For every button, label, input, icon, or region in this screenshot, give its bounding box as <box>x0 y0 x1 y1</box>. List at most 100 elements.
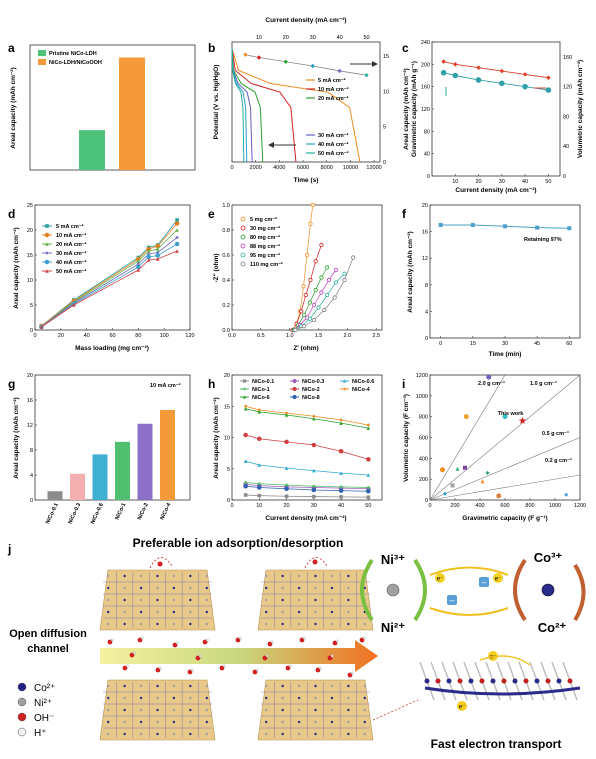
e-legend-marker-2 <box>240 234 246 240</box>
j-slab-top-left-atom <box>189 586 192 590</box>
h-legend-marker-7 <box>292 394 297 400</box>
j-left-label-2: channel <box>27 643 69 655</box>
f-ytick-label-2: 8 <box>425 283 428 289</box>
i-density-line-1 <box>429 374 581 501</box>
j-ion-h-10 <box>270 640 274 644</box>
d-series-point-4-5 <box>174 241 180 247</box>
h-series-point-4-3 <box>311 442 317 448</box>
b-x2tick-label-4: 50 <box>363 35 369 41</box>
j-ion-h-13 <box>318 666 322 670</box>
i-ytick-label-0: 0 <box>425 498 428 504</box>
h-series-point-5-2 <box>284 411 289 415</box>
e-series-point-2-3 <box>307 300 312 305</box>
h-legend-marker-2 <box>342 379 347 383</box>
j-slab-bottom-right-atom <box>330 708 334 712</box>
j-crystal-electron-path <box>479 655 531 666</box>
e-legend-marker-4 <box>240 252 246 258</box>
b-xtick-label-4: 8000 <box>321 165 333 171</box>
d-ytick-label-0: 0 <box>30 328 33 334</box>
panel-label-d: d <box>8 207 15 221</box>
j-slab-bottom-left-atom <box>172 696 176 700</box>
h-series-line-2 <box>245 460 369 476</box>
g-bar-0 <box>47 491 63 500</box>
d-xtick-label-4: 80 <box>135 333 141 339</box>
j-ion-h-8 <box>238 636 242 640</box>
h-series-point-0-5 <box>366 495 371 499</box>
j-slab-bottom-left-atom <box>189 684 192 688</box>
i-xtick-label-3: 600 <box>500 503 509 509</box>
j-crystal-atom-11 <box>545 678 551 684</box>
h-ytick-label-2: 10 <box>224 436 230 442</box>
f-xtick-label-1: 15 <box>470 341 476 347</box>
e-series-point-1-6 <box>319 242 324 248</box>
e-xtick-label-1: 0.5 <box>257 333 265 339</box>
legend-entry-4: 40 mA cm⁻² <box>318 141 349 148</box>
d-series-line-5 <box>41 250 178 328</box>
h-series-point-7-5 <box>366 488 371 494</box>
c-y2tick-label-3: 120 <box>563 85 572 91</box>
j-slab-bottom-right-atom <box>347 696 350 700</box>
c-series-point-1-3 <box>499 80 505 87</box>
b-xtick-label-6: 12000 <box>366 165 381 171</box>
h-xtick-label-4: 40 <box>338 503 344 509</box>
e-series-point-5-1 <box>302 324 307 329</box>
top-series-point-5 <box>364 72 369 78</box>
j-minus-label-1: – <box>481 577 486 587</box>
j-slab-top-right-atom <box>297 610 301 614</box>
i-ytick-label-3: 600 <box>419 436 428 442</box>
j-slab-bottom-left-atom <box>172 732 176 736</box>
x-axis-label-e: Z' (ohm) <box>293 345 318 352</box>
e-series-point-1-4 <box>308 277 313 283</box>
d-series-point-5-3 <box>146 258 151 262</box>
h-series-point-6-2 <box>284 413 289 417</box>
j-crystal-atom-4 <box>468 678 474 684</box>
j-legend-label-2: OH⁻ <box>34 713 54 724</box>
j-slab-top-left-atom <box>107 622 110 626</box>
g-category-label-3: NiCo-1 <box>114 502 127 521</box>
h-series-point-3-2 <box>284 483 289 487</box>
h-legend-entry-3: NiCo-1 <box>252 387 270 393</box>
h-xtick-label-5: 50 <box>365 503 371 509</box>
d-legend-marker-1 <box>44 232 50 238</box>
j-slab-bottom-left-atom <box>123 696 126 700</box>
f-xtick-label-4: 60 <box>566 341 572 347</box>
j-slab-top-left-atom <box>139 622 143 626</box>
y-axis-label-i: Volumetric capacity (F cm⁻³) <box>403 394 410 482</box>
j-slab-bottom-right-atom <box>297 684 301 688</box>
j-ion-h-19 <box>265 654 269 658</box>
y-axis-label-b: Potential (V vs. Hg/HgO) <box>213 65 220 140</box>
j-co2-label: Co²⁺ <box>538 620 567 635</box>
top-series-point-0 <box>243 52 248 57</box>
j-ion-h-14 <box>335 639 339 643</box>
legend-entry-1: NiCo-LDH/NiCoOOH <box>49 60 102 66</box>
d-series-point-5-0 <box>39 325 44 329</box>
d-series-line-0 <box>41 219 178 327</box>
j-left-label-1: Open diffusion <box>9 628 87 640</box>
j-slab-bottom-right-atom <box>330 696 334 700</box>
j-slab-bottom-right-atom <box>281 696 284 700</box>
h-series-point-4-5 <box>366 457 371 462</box>
j-ion-h-0 <box>110 638 114 642</box>
j-ion-h-5 <box>190 668 194 672</box>
c-y2tick-label-2: 80 <box>563 114 569 120</box>
h-legend-marker-4 <box>292 386 297 392</box>
h-series-point-5-5 <box>366 423 371 427</box>
h-series-point-3-3 <box>312 484 316 489</box>
h-series-point-2-2 <box>284 466 289 470</box>
d-legend-marker-5 <box>45 269 49 273</box>
f-xtick-label-0: 0 <box>439 341 442 347</box>
g-ytick-label-3: 12 <box>27 423 33 429</box>
h-series-point-3-5 <box>366 485 371 490</box>
j-slab-top-right-atom <box>330 598 334 602</box>
j-slab-top-right-atom <box>281 574 284 578</box>
d-series-point-3-5 <box>175 235 179 240</box>
j-crystal-atom-13 <box>567 678 573 684</box>
discharge-curve-1 <box>231 48 297 163</box>
j-slab-bottom-right-atom <box>347 732 350 736</box>
j-slab-top-left-atom <box>107 586 110 590</box>
j-slab-bottom-left-atom <box>107 708 110 712</box>
c-series-point-0-0 <box>441 59 446 64</box>
b-x2tick-label-3: 40 <box>337 35 343 41</box>
x-axis-label-d: Mass loading (mg cm⁻²) <box>75 345 149 352</box>
j-slab-bottom-left <box>99 679 216 741</box>
